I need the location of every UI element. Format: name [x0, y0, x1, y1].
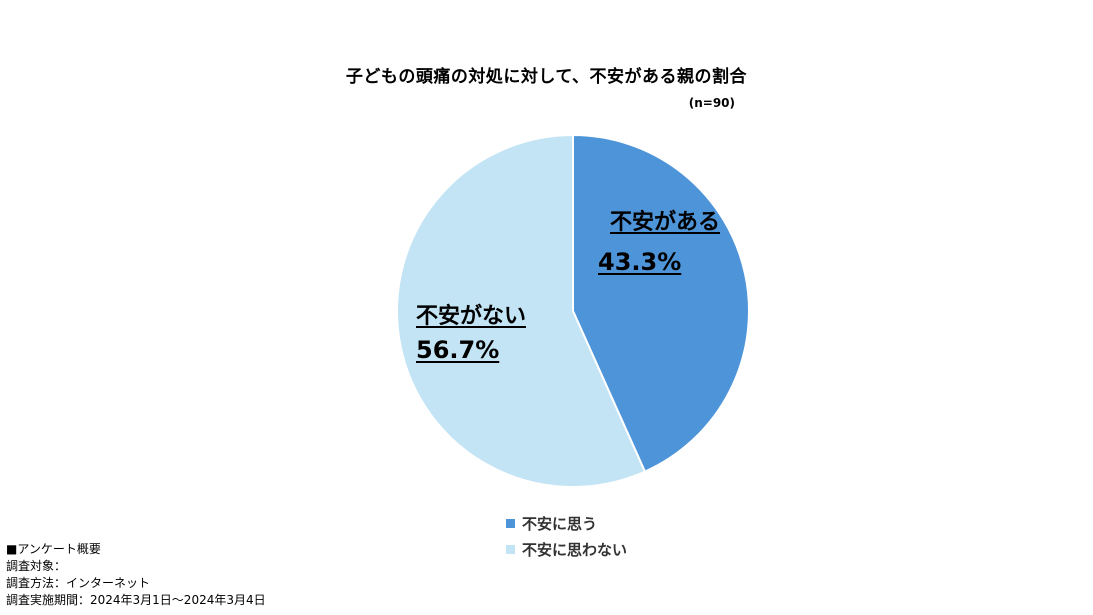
survey-notes: ■アンケート概要 調査対象： 調査方法：インターネット 調査実施期間：2024年…	[6, 541, 266, 609]
chart-legend: 不安に思う 不安に思わない	[506, 510, 627, 562]
slice-label-anxious: 不安がある	[610, 210, 721, 235]
pie-slice-not-anxious	[396, 133, 647, 488]
legend-item-anxious: 不安に思う	[506, 510, 627, 536]
survey-target: 調査対象：	[6, 559, 67, 573]
legend-item-not-anxious: 不安に思わない	[506, 536, 627, 562]
chart-title: 子どもの頭痛の対処に対して、不安がある親の割合	[345, 67, 748, 87]
sample-size-label: (n=90)	[688, 96, 735, 110]
survey-period: 調査実施期間：2024年3月1日～2024年3月4日	[6, 593, 266, 607]
survey-heading: ■アンケート概要	[6, 542, 101, 556]
slice-value-not-anxious: 56.7%	[416, 336, 500, 364]
legend-label-anxious: 不安に思う	[522, 514, 598, 533]
legend-swatch-anxious	[506, 518, 515, 528]
legend-swatch-not-anxious	[506, 544, 515, 554]
survey-method: 調査方法：インターネット	[6, 576, 151, 590]
slice-label-not-anxious: 不安がない	[416, 304, 527, 329]
pie-slice-anxious	[572, 133, 750, 473]
legend-label-not-anxious: 不安に思わない	[522, 540, 628, 559]
slice-value-anxious: 43.3%	[598, 248, 682, 276]
